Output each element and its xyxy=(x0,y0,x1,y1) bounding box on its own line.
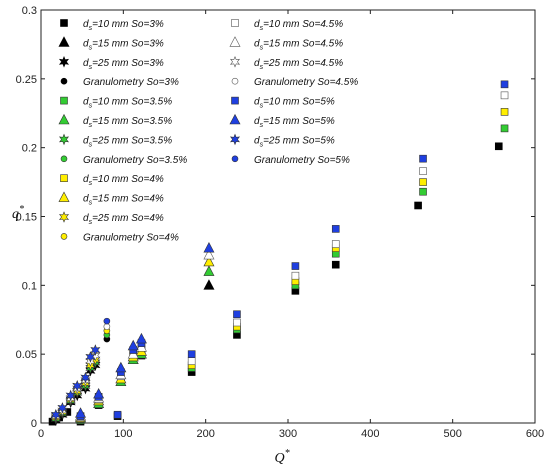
data-point-star xyxy=(72,380,83,392)
legend-marker-star xyxy=(229,56,241,68)
legend-entry-label: ds=25 mm So=5% xyxy=(254,135,335,148)
data-point-square xyxy=(419,187,427,196)
y-tick-label: 0.25 xyxy=(16,74,37,86)
data-point-star xyxy=(50,408,61,421)
data-point-square xyxy=(419,154,427,163)
y-tick-label: 0.3 xyxy=(22,5,37,17)
legend-entry-label: Granulometry So=3% xyxy=(83,77,179,88)
legend-entry-label: Granulometry So=5% xyxy=(254,155,350,166)
legend-entry-label: Granulometry So=4% xyxy=(83,232,179,243)
legend-marker-circle xyxy=(60,155,68,163)
data-point-square xyxy=(331,240,340,248)
legend-entry-label: Granulometry So=3.5% xyxy=(83,155,187,166)
data-point-square xyxy=(331,260,340,269)
legend-marker-square xyxy=(231,19,239,27)
x-tick-label: 200 xyxy=(196,428,214,440)
legend-entry-label: ds=10 mm So=4% xyxy=(83,174,164,187)
data-point-star xyxy=(80,371,91,384)
data-point-square xyxy=(500,80,509,89)
x-axis-label: Q* xyxy=(274,448,289,466)
legend-marker-circle xyxy=(231,155,239,163)
legend-entry-label: ds=15 mm So=3% xyxy=(83,38,164,51)
legend-entry-label: ds=10 mm So=5% xyxy=(254,97,335,110)
legend-marker-triangle xyxy=(58,36,70,47)
data-point-square xyxy=(291,271,300,280)
legend-entry-label: ds=25 mm So=4.5% xyxy=(254,58,343,71)
data-point-circle xyxy=(103,317,111,325)
data-point-square xyxy=(113,410,122,419)
legend-entry-label: ds=15 mm So=4% xyxy=(83,194,164,207)
legend-marker-circle xyxy=(60,77,68,85)
plot-area xyxy=(40,9,536,424)
data-point-square xyxy=(291,262,300,270)
legend-entry-label: ds=15 mm So=3.5% xyxy=(83,116,172,129)
data-point-circle xyxy=(103,323,111,330)
data-point-star xyxy=(65,389,76,402)
data-point-triangle xyxy=(203,279,215,290)
data-point-square xyxy=(233,310,241,319)
data-point-star xyxy=(85,351,96,363)
data-point-triangle xyxy=(127,339,139,351)
y-tick-label: 0.15 xyxy=(16,212,37,224)
data-point-triangle xyxy=(135,332,147,344)
legend-marker-triangle xyxy=(229,113,241,125)
data-point-triangle xyxy=(203,242,215,253)
legend: ds=10 mm So=3% ds=15 mm So=3% ds=25 mm So=… xyxy=(58,19,358,243)
legend-marker-triangle xyxy=(229,36,241,47)
legend-entry-label: ds=25 mm So=3% xyxy=(83,58,164,71)
legend-marker-triangle xyxy=(58,191,70,202)
legend-entry-label: Granulometry So=4.5% xyxy=(254,77,358,88)
legend-entry-label: ds=25 mm So=4% xyxy=(83,213,164,226)
legend-marker-square xyxy=(60,96,68,105)
x-tick-label: 100 xyxy=(114,428,132,440)
data-point-triangle xyxy=(115,361,127,373)
data-point-square xyxy=(419,178,427,186)
legend-entry-label: ds=10 mm So=3.5% xyxy=(83,97,172,110)
axis-ticks: 0 100 200 300 400 500 600 0 0.05 0.1 0.15 0.2 0.25 0.… xyxy=(16,5,545,440)
legend-entry-label: ds=15 mm So=4.5% xyxy=(254,38,343,51)
x-tick-label: 400 xyxy=(361,428,379,440)
x-tick-label: 600 xyxy=(526,428,544,440)
legend-marker-square xyxy=(231,96,239,105)
data-point-square xyxy=(419,167,427,175)
legend-marker-star xyxy=(58,211,70,223)
legend-marker-triangle xyxy=(58,113,70,125)
legend-marker-square xyxy=(60,19,68,27)
data-point-square xyxy=(500,108,509,116)
legend-marker-star xyxy=(58,133,70,146)
data-point-square xyxy=(500,91,509,100)
data-point-square xyxy=(187,350,196,358)
legend-marker-circle xyxy=(60,233,68,240)
legend-entry-label: ds=25 mm So=3.5% xyxy=(83,135,172,148)
y-tick-label: 0.05 xyxy=(16,349,37,361)
x-tick-label: 500 xyxy=(443,428,461,440)
data-point-square xyxy=(494,142,503,151)
data-point-star xyxy=(57,402,68,414)
data-point-square xyxy=(500,124,509,133)
legend-entry-label: ds=10 mm So=3% xyxy=(83,19,164,32)
data-point-star xyxy=(90,344,101,356)
data-point-square xyxy=(233,318,241,327)
x-tick-label: 300 xyxy=(279,428,297,440)
data-point-triangle xyxy=(93,387,105,399)
data-points xyxy=(48,80,509,427)
data-point-square xyxy=(187,357,196,365)
data-point-square xyxy=(331,225,340,233)
legend-marker-circle xyxy=(231,77,239,85)
legend-entry-label: ds=15 mm So=5% xyxy=(254,116,335,129)
x-tick-label: 0 xyxy=(38,428,44,440)
legend-entry-label: ds=10 mm So=4.5% xyxy=(254,19,343,32)
data-point-square xyxy=(414,201,422,210)
data-point-triangle xyxy=(75,407,87,418)
legend-marker-square xyxy=(60,174,68,182)
legend-marker-star xyxy=(229,133,241,146)
data-point-triangle xyxy=(203,265,215,276)
data-point-triangle xyxy=(203,248,215,260)
y-tick-label: 0.1 xyxy=(22,280,37,292)
y-tick-label: 0.2 xyxy=(22,143,37,155)
legend-marker-star xyxy=(58,56,70,68)
data-point-triangle xyxy=(203,255,215,267)
y-tick-label: 0 xyxy=(31,418,37,430)
